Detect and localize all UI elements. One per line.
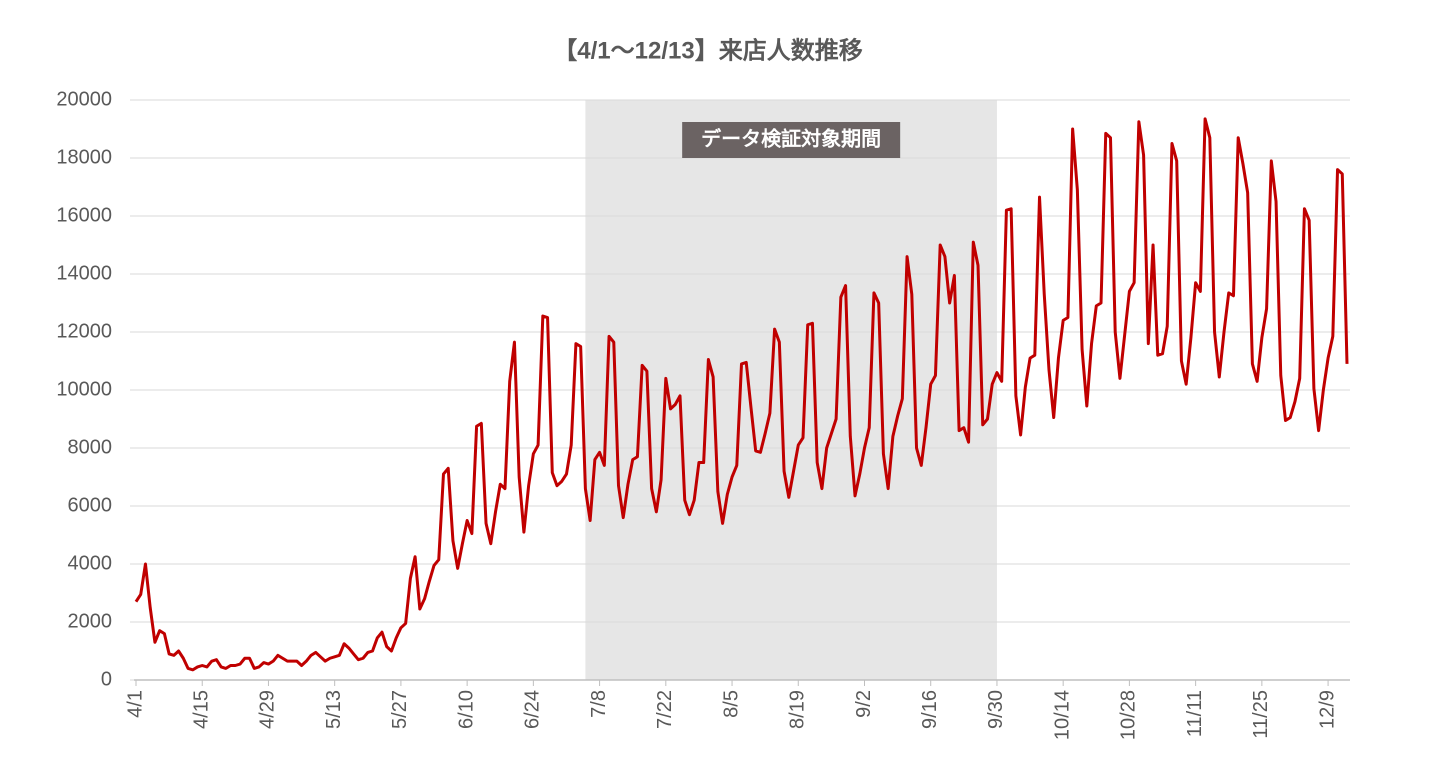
y-tick-label: 8000 [68,436,113,458]
y-tick-label: 2000 [68,610,113,632]
x-tick-label: 8/19 [787,690,809,729]
y-tick-label: 4000 [68,552,113,574]
x-tick-label: 4/15 [191,690,213,729]
x-tick-label: 6/24 [522,690,544,729]
chart-title: 【4/1〜12/13】来店人数推移 [553,36,862,64]
y-tick-label: 6000 [68,494,113,516]
x-tick-label: 5/13 [323,690,345,729]
data-line [134,117,1349,672]
x-tick-label: 11/11 [1184,690,1206,737]
highlight-label: データ検証対象期間 [701,126,881,150]
x-tick-label: 7/22 [654,690,676,729]
y-tick-label: 0 [101,668,112,690]
x-tick-label: 9/2 [853,690,875,718]
x-tick-label: 10/28 [1118,690,1140,740]
x-tick-label: 6/10 [455,690,477,729]
y-tick-label: 10000 [56,378,112,400]
x-tick-label: 10/14 [1051,690,1073,740]
x-tick-label: 9/16 [919,690,941,729]
x-tick-label: 8/5 [720,690,742,718]
y-tick-label: 14000 [56,262,112,284]
y-tick-label: 18000 [56,146,112,168]
y-tick-label: 20000 [56,88,112,110]
x-tick-label: 7/8 [588,690,610,718]
x-tick-label: 9/30 [985,690,1007,729]
x-tick-label: 5/27 [389,690,411,729]
x-tick-label: 11/25 [1250,690,1272,739]
x-tick-label: 4/29 [257,690,279,729]
x-tick-label: 12/9 [1316,690,1338,729]
highlight-label-box [682,122,901,158]
x-tick-label: 4/1 [124,690,146,718]
y-tick-label: 12000 [56,320,112,342]
y-tick-label: 16000 [56,204,112,226]
